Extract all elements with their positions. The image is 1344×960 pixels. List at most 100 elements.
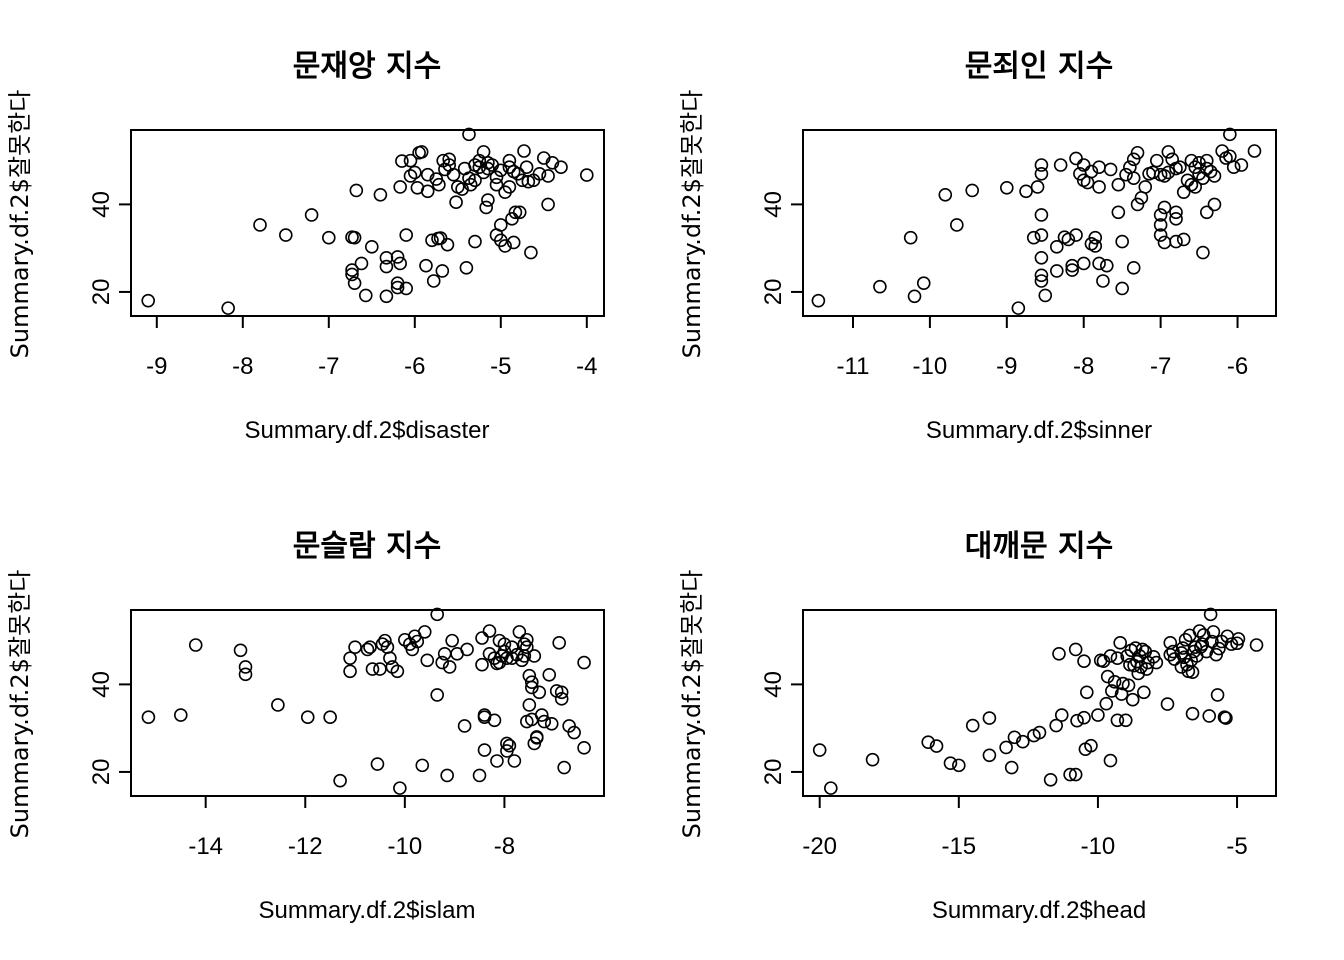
x-tick-label: -8	[494, 833, 515, 860]
x-tick-label: -4	[576, 353, 597, 380]
data-point	[373, 187, 388, 202]
data-point	[1157, 200, 1172, 215]
data-point	[943, 756, 958, 770]
data-point	[1034, 158, 1049, 172]
data-point	[512, 625, 527, 639]
data-point	[508, 205, 523, 220]
y-tick-label: 20	[760, 759, 787, 786]
data-point	[403, 153, 418, 168]
data-point	[542, 667, 557, 682]
data-point	[824, 781, 838, 795]
data-point	[253, 218, 267, 232]
data-point	[432, 177, 446, 192]
data-point	[1165, 152, 1179, 167]
data-point	[238, 660, 253, 674]
data-point	[1111, 205, 1126, 220]
data-point	[525, 675, 539, 690]
data-point	[1126, 171, 1141, 185]
data-point	[579, 168, 594, 182]
x-tick-label: -7	[1150, 353, 1171, 380]
data-point	[577, 741, 591, 755]
data-point	[524, 245, 538, 260]
data-point	[1247, 144, 1262, 158]
data-point	[475, 631, 489, 645]
data-point	[393, 781, 407, 795]
data-point	[493, 163, 508, 178]
data-point	[462, 171, 476, 185]
data-point	[512, 205, 527, 220]
data-point	[1157, 169, 1172, 183]
data-point	[1185, 706, 1200, 721]
data-point	[233, 643, 248, 658]
data-point	[865, 752, 880, 767]
data-point	[393, 256, 407, 271]
data-point	[500, 736, 514, 751]
data-point	[481, 193, 495, 207]
data-point	[1203, 607, 1218, 622]
data-point	[238, 667, 253, 682]
data-point	[537, 714, 552, 729]
data-point	[390, 280, 405, 295]
data-point	[532, 166, 547, 181]
data-point	[379, 289, 394, 304]
data-point	[1092, 180, 1106, 194]
data-point	[515, 173, 530, 188]
data-point	[457, 719, 472, 733]
data-point	[541, 197, 555, 212]
data-point	[343, 664, 357, 679]
data-point	[489, 177, 504, 192]
data-point	[522, 698, 537, 712]
data-point	[1115, 281, 1129, 296]
data-point	[519, 160, 534, 174]
x-tick-label: -5	[490, 353, 511, 380]
data-point	[1049, 718, 1063, 733]
data-point	[426, 274, 441, 288]
data-point	[399, 228, 414, 242]
data-point	[1034, 250, 1049, 265]
data-point	[278, 228, 293, 242]
x-tick-label: -12	[288, 833, 323, 860]
data-point	[1176, 232, 1191, 247]
data-point	[1069, 228, 1083, 242]
data-point	[370, 757, 385, 771]
x-tick-label: -10	[913, 353, 948, 380]
data-point	[1077, 710, 1091, 725]
data-point	[490, 754, 504, 768]
data-point	[534, 708, 549, 722]
x-tick-label: -6	[1227, 353, 1248, 380]
data-point	[1210, 688, 1225, 702]
data-point	[481, 156, 495, 170]
data-point	[440, 768, 454, 783]
data-point	[498, 239, 512, 253]
data-point	[532, 685, 547, 700]
data-point	[1135, 642, 1150, 657]
data-point	[378, 633, 392, 648]
data-point	[1118, 713, 1133, 728]
data-point	[1195, 637, 1210, 651]
data-point	[1053, 158, 1068, 172]
data-point	[1069, 151, 1083, 166]
data-point	[1223, 149, 1237, 164]
x-axis-label: Summary.df.2$disaster	[245, 417, 490, 444]
data-point	[449, 195, 463, 210]
y-tick-label: 40	[760, 191, 787, 218]
data-point	[497, 637, 512, 651]
data-point	[1166, 644, 1180, 659]
data-point	[420, 184, 435, 199]
data-point	[1163, 636, 1178, 650]
data-point	[1061, 232, 1076, 247]
data-point	[1126, 261, 1141, 275]
data-point	[343, 651, 357, 665]
data-point	[1131, 666, 1146, 681]
data-point	[812, 743, 827, 757]
data-point	[468, 234, 482, 249]
data-point	[1137, 685, 1151, 700]
data-point	[1161, 145, 1176, 159]
data-point	[541, 169, 555, 183]
data-point	[435, 264, 450, 278]
data-point	[417, 625, 432, 639]
data-point	[435, 655, 449, 670]
y-tick-label: 20	[760, 279, 787, 306]
y-tick-label: 40	[88, 671, 115, 698]
data-point	[304, 208, 319, 222]
